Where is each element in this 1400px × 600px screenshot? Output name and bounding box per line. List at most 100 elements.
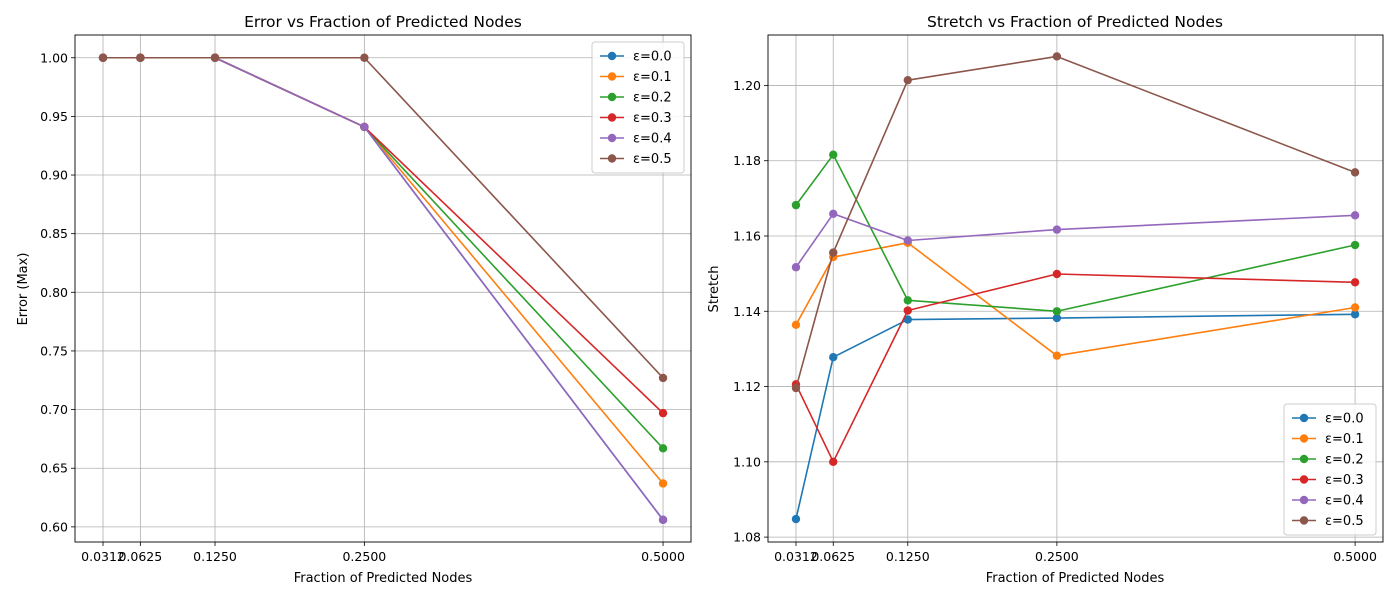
legend: ε=0.0 ε=0.1 ε=0.2 ε=0.3 ε=0.4 ε=0.5 bbox=[591, 41, 685, 174]
data-point bbox=[360, 122, 369, 132]
stretch-chart: Stretch vs Fraction of Predicted Nodes F… bbox=[707, 13, 1384, 586]
y-tick-label: 1.14 bbox=[733, 304, 761, 319]
data-point bbox=[791, 383, 801, 393]
legend-marker bbox=[607, 92, 617, 102]
y-tick-label: 1.12 bbox=[733, 379, 761, 394]
data-point bbox=[829, 150, 838, 159]
legend-marker bbox=[607, 133, 617, 143]
data-point bbox=[658, 515, 668, 525]
y-tick-label: 0.75 bbox=[40, 343, 68, 358]
legend-label: ε=0.0 bbox=[1325, 412, 1364, 427]
data-point bbox=[98, 53, 108, 62]
data-point bbox=[658, 408, 668, 418]
data-point bbox=[210, 53, 220, 62]
data-point bbox=[791, 200, 801, 210]
legend-label: ε=0.5 bbox=[633, 152, 672, 167]
y-tick-label: 0.90 bbox=[40, 168, 68, 183]
legend-label: ε=0.4 bbox=[633, 132, 672, 147]
x-tick-label: 0.0312 bbox=[81, 549, 125, 564]
legend-label: ε=0.3 bbox=[1325, 473, 1364, 488]
data-point bbox=[658, 444, 668, 453]
data-point bbox=[791, 320, 801, 330]
x-tick-label: 0.2500 bbox=[1035, 549, 1079, 564]
x-tick-label: 0.2500 bbox=[342, 549, 386, 564]
y-tick-label: 1.20 bbox=[733, 78, 761, 93]
legend-marker bbox=[607, 113, 617, 122]
legend-label: ε=0.1 bbox=[633, 70, 672, 85]
data-point bbox=[136, 53, 145, 62]
data-point bbox=[903, 306, 912, 315]
legend-marker bbox=[1299, 495, 1309, 505]
series-group bbox=[98, 53, 668, 525]
data-point bbox=[1052, 269, 1062, 279]
legend-label: ε=0.3 bbox=[633, 111, 672, 126]
y-tick-label: 0.60 bbox=[40, 519, 68, 534]
legend: ε=0.0 ε=0.1 ε=0.2 ε=0.3 ε=0.4 ε=0.5 bbox=[1283, 403, 1377, 536]
axes-frame bbox=[767, 34, 1384, 543]
data-point bbox=[1350, 168, 1360, 177]
data-point bbox=[1350, 240, 1360, 250]
legend-label: ε=0.5 bbox=[1325, 514, 1364, 529]
chart-title: Error vs Fraction of Predicted Nodes bbox=[244, 13, 522, 31]
x-tick-label: 0.0625 bbox=[118, 549, 162, 564]
data-point bbox=[903, 236, 912, 245]
legend-marker bbox=[1299, 413, 1309, 423]
data-point bbox=[829, 248, 838, 257]
data-point bbox=[1350, 310, 1360, 319]
data-point bbox=[1052, 351, 1062, 360]
data-point bbox=[791, 514, 801, 524]
y-tick-label: 1.08 bbox=[733, 530, 761, 545]
data-point bbox=[1052, 313, 1062, 323]
data-point bbox=[903, 75, 912, 85]
legend-marker bbox=[1299, 454, 1309, 464]
x-axis-label: Fraction of Predicted Nodes bbox=[986, 571, 1165, 586]
y-tick-label: 0.85 bbox=[40, 226, 68, 241]
data-point bbox=[1350, 303, 1360, 312]
data-point bbox=[1350, 278, 1360, 287]
legend-marker bbox=[607, 72, 617, 81]
y-axis-label: Stretch bbox=[707, 266, 722, 313]
x-tick-label: 0.5000 bbox=[1333, 549, 1377, 564]
data-point bbox=[658, 479, 668, 488]
y-tick-label: 1.00 bbox=[40, 50, 68, 65]
data-point bbox=[658, 373, 668, 383]
y-tick-label: 0.65 bbox=[40, 461, 68, 476]
legend-marker bbox=[607, 154, 617, 163]
x-tick-label: 0.5000 bbox=[641, 549, 685, 564]
x-tick-label: 0.0312 bbox=[774, 549, 818, 564]
error-chart: Error vs Fraction of Predicted Nodes Fra… bbox=[16, 13, 692, 586]
y-tick-label: 1.10 bbox=[733, 454, 761, 469]
y-tick-label: 1.18 bbox=[733, 153, 761, 168]
data-point bbox=[1350, 211, 1360, 220]
legend-marker bbox=[1299, 475, 1309, 484]
y-axis-label: Error (Max) bbox=[16, 253, 31, 326]
data-point bbox=[791, 263, 801, 272]
x-axis-label: Fraction of Predicted Nodes bbox=[294, 571, 473, 586]
chart-title: Stretch vs Fraction of Predicted Nodes bbox=[927, 13, 1223, 31]
legend-marker bbox=[1299, 434, 1309, 443]
x-tick-label: 0.1250 bbox=[886, 549, 930, 564]
y-tick-label: 0.70 bbox=[40, 402, 68, 417]
x-tick-label: 0.0625 bbox=[811, 549, 855, 564]
series-group bbox=[791, 52, 1360, 524]
data-point bbox=[360, 53, 369, 62]
data-point bbox=[1052, 52, 1062, 61]
x-tick-label: 0.1250 bbox=[193, 549, 237, 564]
data-point bbox=[1052, 307, 1062, 316]
y-tick-label: 0.80 bbox=[40, 285, 68, 300]
axes-frame bbox=[74, 34, 692, 543]
y-tick-label: 0.95 bbox=[40, 109, 68, 124]
legend-label: ε=0.0 bbox=[633, 50, 672, 65]
data-point bbox=[1052, 225, 1062, 234]
legend-marker bbox=[607, 51, 617, 61]
y-tick-label: 1.16 bbox=[733, 228, 761, 243]
data-point bbox=[903, 315, 912, 324]
legend-label: ε=0.4 bbox=[1325, 494, 1364, 509]
legend-label: ε=0.2 bbox=[1325, 453, 1364, 468]
